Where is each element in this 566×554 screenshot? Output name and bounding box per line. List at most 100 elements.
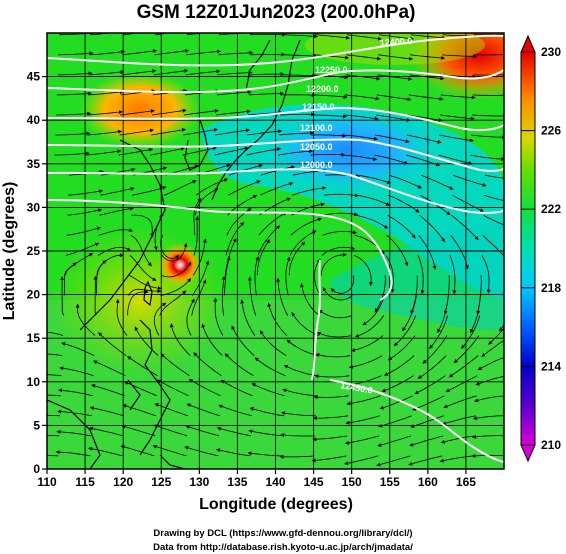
- streamline: [483, 214, 504, 226]
- streamline: [343, 114, 379, 121]
- streamline: [224, 237, 237, 276]
- colorbar-tick-label: 226: [541, 124, 561, 138]
- streamline: [121, 424, 156, 437]
- streamline: [440, 435, 476, 444]
- streamline: [224, 353, 254, 377]
- streamline: [388, 194, 420, 213]
- y-tick-label: 0: [33, 462, 40, 476]
- streamline: [312, 435, 348, 442]
- streamline: [218, 404, 253, 417]
- streamline: [249, 72, 285, 77]
- x-tick-label: 165: [456, 475, 476, 489]
- streamline: [353, 255, 374, 287]
- streamline: [440, 94, 476, 100]
- streamline: [322, 230, 358, 236]
- streamline: [388, 174, 422, 189]
- streamline: [59, 366, 94, 377]
- y-axis-ticks: 0 5 10 15 20 25 30 35 40 45: [27, 70, 47, 476]
- streamline: [350, 335, 384, 352]
- streamline: [54, 151, 90, 156]
- streamline: [187, 33, 222, 36]
- streamline: [280, 93, 316, 98]
- streamline: [225, 221, 245, 256]
- streamline: [251, 383, 285, 397]
- streamline: [228, 180, 261, 196]
- y-tick-label: 15: [27, 331, 41, 345]
- streamline: [300, 283, 320, 316]
- x-tick-label: 150: [342, 475, 362, 489]
- streamline: [184, 108, 219, 116]
- streamline: [315, 353, 351, 358]
- streamline: [122, 49, 158, 56]
- streamline: [445, 375, 478, 393]
- y-axis-label: Latitude (degrees): [1, 182, 18, 321]
- streamline: [88, 110, 123, 116]
- streamline: [47, 414, 60, 417]
- x-tick-label: 145: [304, 475, 324, 489]
- streamline: [47, 374, 62, 377]
- streamline: [216, 90, 252, 96]
- streamline: [375, 114, 411, 122]
- contour-label: 12050.0: [300, 142, 333, 152]
- streamline: [47, 394, 61, 397]
- streamline: [280, 112, 315, 117]
- streamline: [192, 260, 210, 296]
- streamline: [313, 395, 349, 400]
- streamline: [343, 134, 378, 141]
- streamline: [356, 174, 392, 185]
- streamline: [55, 131, 91, 136]
- streamline: [449, 255, 457, 295]
- streamline: [47, 435, 60, 437]
- contour-label: 12100.0: [300, 123, 333, 133]
- streamline: [379, 34, 414, 41]
- streamline: [292, 186, 327, 196]
- streamline: [58, 388, 93, 397]
- streamline: [47, 455, 59, 457]
- streamline: [393, 315, 416, 347]
- streamline: [347, 34, 382, 41]
- streamline: [429, 315, 448, 350]
- streamline: [279, 131, 315, 136]
- streamline: [471, 134, 504, 140]
- streamline: [344, 455, 379, 466]
- streamline: [499, 323, 504, 332]
- streamline: [442, 54, 478, 59]
- streamline: [283, 34, 318, 39]
- streamline: [247, 451, 283, 457]
- streamline: [93, 275, 98, 316]
- streamline: [96, 253, 124, 276]
- streamline: [86, 149, 122, 156]
- y-tick-label: 10: [27, 375, 41, 389]
- streamline: [279, 454, 315, 459]
- streamline: [75, 303, 96, 336]
- streamline: [354, 315, 385, 338]
- streamline: [439, 134, 474, 143]
- streamline: [150, 146, 185, 156]
- streamline: [215, 128, 250, 136]
- streamline: [122, 404, 157, 417]
- streamline: [254, 256, 260, 296]
- streamline: [65, 242, 100, 256]
- streamline: [185, 425, 220, 437]
- streamline: [88, 426, 124, 437]
- streamline: [100, 186, 135, 196]
- streamline: [288, 241, 306, 276]
- streamline: [356, 194, 390, 206]
- streamline: [377, 435, 412, 447]
- streamline: [185, 69, 221, 76]
- streamline: [221, 275, 226, 316]
- streamline: [285, 256, 291, 296]
- streamline: [101, 167, 136, 176]
- streamline: [412, 395, 445, 411]
- streamline: [153, 68, 189, 76]
- streamline: [471, 113, 504, 118]
- streamline: [47, 331, 64, 336]
- x-tick-label: 110: [37, 475, 57, 489]
- contour-label: 12400.0: [379, 36, 412, 48]
- streamline: [119, 128, 154, 136]
- streamline: [164, 180, 197, 196]
- height-contours: [47, 34, 504, 463]
- streamline: [88, 90, 124, 96]
- streamline: [509, 275, 513, 314]
- streamline: [193, 215, 200, 256]
